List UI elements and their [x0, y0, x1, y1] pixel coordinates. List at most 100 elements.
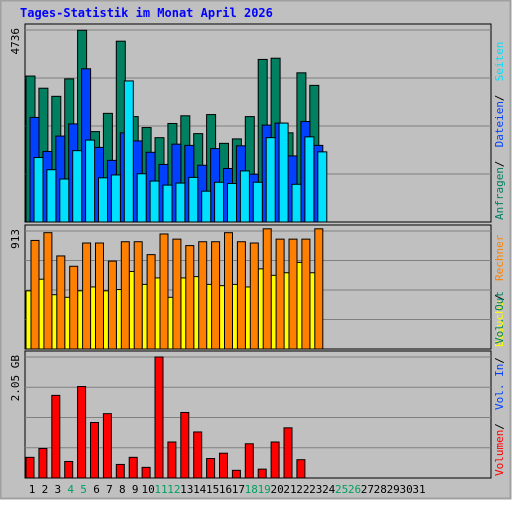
bar-rechner-day-4 [69, 265, 79, 350]
bar-rechner-day-9 [133, 241, 143, 350]
x-tick-label-day-20: 20 [270, 483, 283, 496]
panel-3: 2.05 GB Volumen / Vol. In / Vol. Out [9, 291, 506, 479]
bar-volumen-day-22 [296, 459, 306, 479]
x-tick-label-day-28: 28 [374, 483, 387, 496]
bar-volumen-day-16 [219, 452, 228, 479]
x-tick-label-day-27: 27 [361, 483, 374, 496]
legend-entry: Vol. Out [493, 291, 506, 344]
bar-rechner-day-7 [107, 260, 117, 350]
bar-seiten-day-3 [59, 178, 70, 223]
chart-title: Tages-Statistik im Monat April 2026 [20, 6, 273, 20]
panel-legend: Volumen / Vol. In / Vol. Out [493, 291, 506, 476]
x-tick-label-day-26: 26 [348, 483, 361, 496]
x-tick-label-day-13: 13 [180, 483, 193, 496]
bar-rechner-day-21 [288, 238, 298, 350]
x-tick-label-day-11: 11 [154, 483, 167, 496]
legend-entry: Anfragen [493, 167, 506, 220]
bar-seiten-day-23 [317, 151, 328, 223]
bar-volumen-day-21 [283, 427, 293, 479]
series-volumen [25, 356, 306, 479]
legend-entry: Besuche [493, 301, 506, 347]
bar-seiten-day-10 [149, 180, 160, 223]
x-tick-label-day-22: 22 [296, 483, 309, 496]
x-tick-label-day-24: 24 [322, 483, 336, 496]
y-max-label: 913 [9, 229, 22, 249]
bar-seiten-day-8 [123, 80, 134, 223]
x-tick-label-day-1: 1 [29, 483, 36, 496]
x-tick-label-day-7: 7 [106, 483, 113, 496]
bar-rechner-day-12 [172, 238, 182, 350]
x-tick-label-day-2: 2 [42, 483, 49, 496]
bar-seiten-day-20 [278, 122, 289, 223]
bar-seiten-day-15 [214, 181, 225, 223]
bar-seiten-day-22 [304, 136, 315, 223]
bar-seiten-day-1 [33, 157, 44, 223]
bar-volumen-day-13 [180, 411, 190, 479]
bar-volumen-day-20 [270, 441, 280, 479]
bar-volumen-day-11 [154, 356, 164, 479]
bar-rechner-day-2 [43, 232, 53, 350]
bar-volumen-day-15 [206, 458, 216, 479]
bar-rechner-day-20 [275, 238, 285, 350]
series-rechner [30, 228, 324, 350]
y-max-label: 2.05 GB [9, 355, 22, 402]
bar-seiten-day-9 [136, 173, 147, 223]
x-tick-label-day-5: 5 [80, 483, 87, 496]
x-tick-label-day-14: 14 [193, 483, 207, 496]
bar-volumen-day-9 [128, 456, 138, 479]
bar-rechner-day-10 [146, 254, 156, 350]
bar-volumen-day-8 [115, 463, 125, 479]
x-tick-label-day-21: 21 [283, 483, 296, 496]
bar-volumen-day-2 [38, 447, 48, 479]
bar-volumen-day-12 [167, 441, 177, 479]
bar-rechner-day-13 [185, 245, 195, 350]
x-tick-label-day-29: 29 [387, 483, 400, 496]
x-tick-label-day-12: 12 [167, 483, 180, 496]
bar-volumen-day-3 [51, 394, 61, 479]
y-max-label: 4736 [9, 28, 22, 55]
x-tick-label-day-23: 23 [309, 483, 322, 496]
bar-rechner-day-22 [301, 238, 311, 350]
bar-rechner-day-17 [236, 241, 246, 350]
bar-rechner-day-16 [224, 232, 233, 350]
x-tick-label-day-17: 17 [232, 483, 245, 496]
legend-separator: / [493, 357, 506, 364]
bar-seiten-day-11 [162, 184, 173, 223]
bar-rechner-day-18 [249, 242, 259, 350]
chart-panels: 4736 Anfragen / Dateien / Seiten 913 Besuch… [9, 23, 506, 479]
bar-volumen-day-6 [90, 422, 99, 479]
bar-seiten-day-17 [239, 170, 250, 223]
x-tick-label-day-4: 4 [67, 483, 74, 496]
bar-volumen-day-7 [102, 413, 112, 479]
x-tick-label-day-25: 25 [335, 483, 348, 496]
panel-legend: Besuche / Rechner [493, 234, 506, 347]
bar-rechner-day-19 [262, 228, 272, 350]
bar-seiten-day-19 [265, 137, 276, 223]
legend-separator: / [493, 161, 506, 168]
x-tick-label-day-10: 10 [141, 483, 154, 496]
bar-seiten-day-5 [85, 139, 96, 223]
bar-rechner-day-3 [56, 255, 66, 350]
bar-volumen-day-18 [244, 443, 254, 479]
x-tick-label-day-31: 31 [412, 483, 425, 496]
bar-rechner-day-11 [159, 233, 169, 350]
x-tick-label-day-3: 3 [54, 483, 61, 496]
legend-separator: / [493, 423, 506, 430]
bar-volumen-day-19 [257, 468, 267, 479]
legend-entry: Seiten [493, 42, 506, 82]
bar-rechner-day-8 [120, 241, 130, 350]
bar-rechner-day-15 [211, 241, 221, 350]
bar-seiten-day-16 [227, 182, 237, 223]
panel-2: 913 Besuche / Rechner [9, 224, 506, 350]
bar-seiten-day-21 [291, 183, 302, 223]
bar-volumen-day-17 [231, 469, 241, 479]
legend-entry: Volumen [493, 430, 506, 476]
x-tick-label-day-8: 8 [119, 483, 126, 496]
bar-volumen-day-10 [141, 466, 151, 479]
bar-rechner-day-1 [30, 239, 40, 350]
bar-seiten-day-2 [46, 169, 57, 223]
bar-rechner-day-5 [82, 242, 92, 350]
bar-seiten-day-13 [188, 176, 199, 223]
